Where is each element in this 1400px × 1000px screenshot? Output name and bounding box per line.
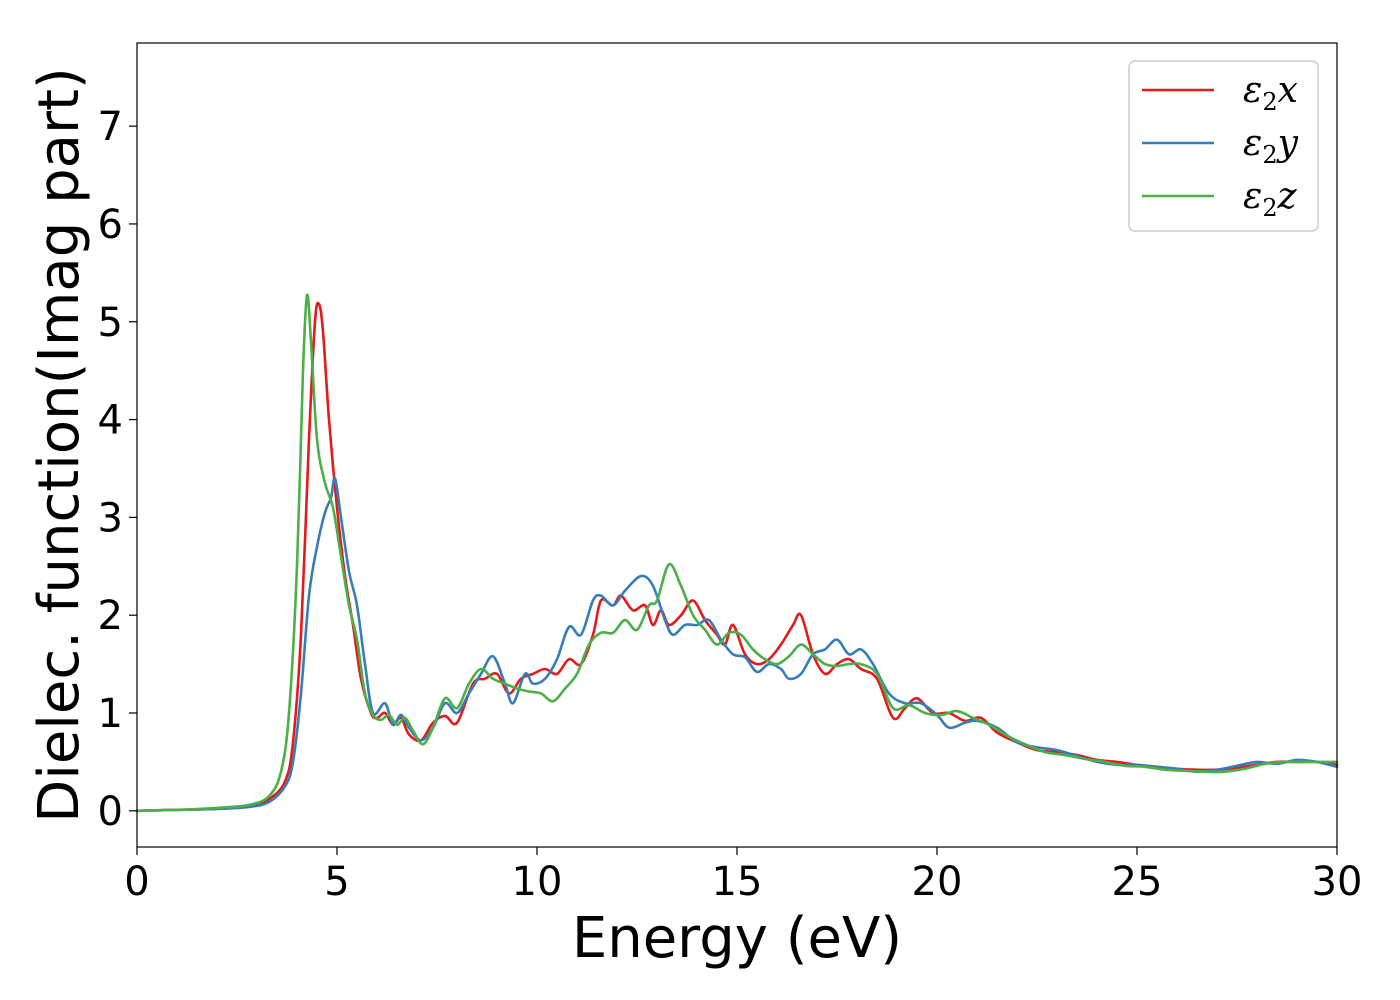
y-tick-label: 4 [98, 398, 123, 444]
legend-label-y: ε2y [1243, 123, 1299, 169]
y-tick-label: 7 [98, 104, 123, 150]
y-tick-label: 0 [98, 789, 123, 835]
legend-label-x: ε2x [1243, 70, 1298, 116]
y-axis: 0 1 2 3 4 5 6 7 [98, 104, 137, 835]
legend-box [1128, 60, 1319, 232]
y-tick-label: 5 [98, 300, 123, 346]
y-tick-label: 1 [98, 691, 123, 737]
x-tick-label: 5 [324, 859, 349, 905]
series-line-z [135, 293, 1339, 813]
x-tick-label: 0 [124, 859, 149, 905]
series-layer [135, 293, 1339, 813]
y-tick-label: 3 [98, 495, 123, 541]
series-line-y [135, 476, 1339, 813]
x-axis-title: Energy (eV) [572, 906, 902, 971]
legend-label-z: ε2z [1243, 176, 1298, 222]
x-tick-label: 20 [912, 859, 963, 905]
legend: ε2x ε2y ε2z [1128, 60, 1319, 232]
x-axis: 0 5 10 15 20 25 30 [124, 847, 1362, 905]
x-tick-label: 25 [1112, 859, 1163, 905]
x-tick-label: 15 [712, 859, 763, 905]
x-tick-label: 30 [1312, 859, 1363, 905]
x-tick-label: 10 [512, 859, 563, 905]
y-tick-label: 2 [98, 593, 123, 639]
y-tick-label: 6 [98, 202, 123, 248]
y-axis-title: Dielec. function(Imag part) [27, 67, 92, 823]
